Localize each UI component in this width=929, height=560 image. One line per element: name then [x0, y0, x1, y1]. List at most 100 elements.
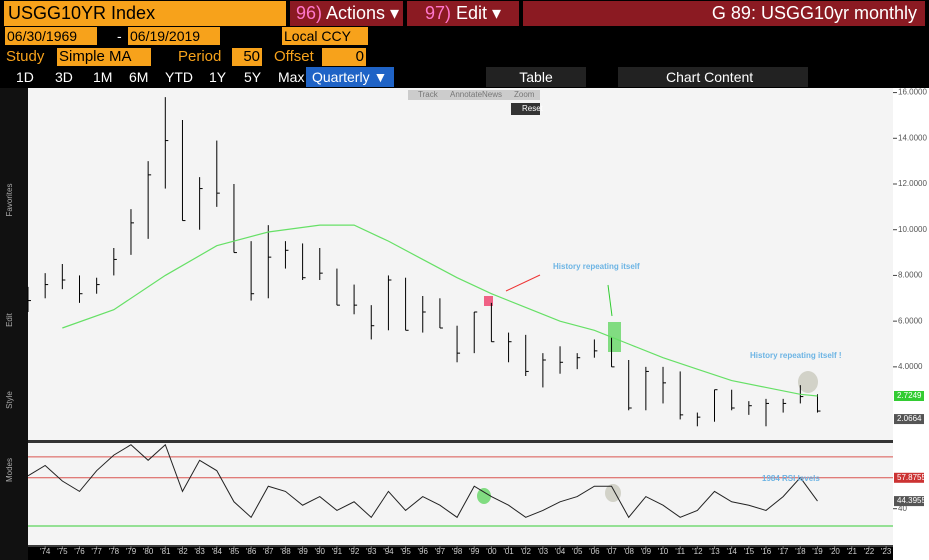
- offset[interactable]: 0: [322, 48, 366, 66]
- mini-tool: Zoom: [514, 90, 535, 99]
- y-tick-label: 10.0000: [898, 225, 927, 234]
- x-tick-label: '84: [212, 547, 223, 556]
- x-tick-label: '90: [315, 547, 326, 556]
- x-tick-label: '87: [263, 547, 274, 556]
- actions-menu[interactable]: 96) Actions ▾: [290, 1, 403, 26]
- x-tick-label: '18: [795, 547, 806, 556]
- period-button[interactable]: 5Y: [244, 69, 262, 85]
- x-tick-label: '77: [91, 547, 102, 556]
- x-tick-label: '09: [641, 547, 652, 556]
- x-tick-label: '19: [812, 547, 823, 556]
- period-button[interactable]: Max: [278, 69, 305, 85]
- dash: -: [117, 28, 122, 44]
- label: Actions ▾: [326, 3, 400, 23]
- y-tick-label: 12.0000: [898, 179, 927, 188]
- x-tick-label: '17: [778, 547, 789, 556]
- x-tick-label: '81: [160, 547, 171, 556]
- security[interactable]: USGG10YR Index: [4, 1, 286, 26]
- y-tick-label: 16.0000: [898, 88, 927, 97]
- side-label: Style: [5, 391, 14, 409]
- y-tick-label: 8.0000: [898, 271, 923, 280]
- y-tick-label: 40: [898, 504, 907, 513]
- period-button[interactable]: YTD: [165, 69, 193, 85]
- sidebar: [0, 88, 28, 560]
- x-tick-label: '02: [520, 547, 531, 556]
- y-tick-label: 4.0000: [898, 362, 923, 371]
- x-tick-label: '75: [57, 547, 68, 556]
- annotation: 1984 RSI levels: [762, 474, 820, 483]
- period-button[interactable]: 1Y: [209, 69, 227, 85]
- x-tick-label: '20: [829, 547, 840, 556]
- level-label: 57.8755: [897, 473, 926, 482]
- study[interactable]: Simple MA: [57, 48, 151, 66]
- label: Edit ▾: [456, 3, 502, 23]
- x-tick-label: '22: [864, 547, 875, 556]
- annotation: History repeating itself: [553, 262, 640, 271]
- table-button[interactable]: Table: [486, 67, 586, 87]
- annotation: History repeating itself !: [750, 351, 842, 360]
- x-tick-label: '88: [280, 547, 291, 556]
- x-tick-label: '76: [74, 547, 85, 556]
- highlight: [484, 296, 493, 306]
- edit-menu[interactable]: 97) Edit ▾: [407, 1, 519, 26]
- period-button[interactable]: 1M: [93, 69, 113, 85]
- chart-content[interactable]: Chart Content: [618, 67, 808, 87]
- last-value-box: [894, 496, 924, 507]
- x-tick-label: '11: [675, 547, 685, 556]
- side-label: Favorites: [5, 184, 14, 217]
- x-tick-label: '21: [847, 547, 858, 556]
- rsi-line: [27, 443, 818, 519]
- last-value-box: [894, 391, 924, 402]
- x-tick-label: '78: [109, 547, 120, 556]
- code: 96): [296, 3, 323, 23]
- highlight: [605, 484, 621, 502]
- x-tick-label: '95: [400, 547, 411, 556]
- mini-tool: Track: [418, 90, 439, 99]
- highlight: [798, 371, 818, 393]
- x-tick-label: '98: [452, 547, 463, 556]
- x-tick-label: '07: [606, 547, 617, 556]
- x-tick-label: '15: [744, 547, 755, 556]
- side-label: Modes: [5, 458, 14, 482]
- page-title: G 89: USGG10yr monthly: [523, 1, 925, 26]
- x-tick-label: '05: [572, 547, 583, 556]
- x-tick-label: '99: [469, 547, 480, 556]
- x-tick-label: '08: [623, 547, 634, 556]
- highlight: [477, 488, 491, 504]
- x-tick-label: '92: [349, 547, 360, 556]
- x-tick-label: '16: [761, 547, 772, 556]
- y-tick-label: 6.0000: [898, 316, 923, 325]
- x-tick-label: '93: [366, 547, 377, 556]
- period-button[interactable]: 3D: [55, 69, 73, 85]
- x-tick-label: '13: [709, 547, 720, 556]
- period-button[interactable]: 6M: [129, 69, 149, 85]
- reset-button[interactable]: [511, 103, 540, 115]
- end-date[interactable]: 06/19/2019: [128, 27, 220, 45]
- code: 97): [425, 3, 452, 23]
- x-axis-bg: [28, 545, 893, 560]
- last-value-box: [894, 414, 924, 425]
- side-label: Edit: [5, 312, 14, 327]
- arrow: [607, 284, 613, 317]
- frequency[interactable]: Quarterly ▼: [306, 67, 394, 87]
- x-tick-label: '14: [726, 547, 737, 556]
- x-tick-label: '01: [503, 547, 514, 556]
- x-tick-label: '89: [297, 547, 308, 556]
- x-tick-label: '86: [246, 547, 257, 556]
- x-tick-label: '82: [177, 547, 188, 556]
- last-value: 2.0664: [897, 414, 922, 423]
- mini-toolbar: [408, 90, 540, 100]
- x-tick-label: '85: [229, 547, 240, 556]
- offset-label: Offset: [274, 48, 314, 65]
- x-tick-label: '04: [555, 547, 566, 556]
- start-date[interactable]: 06/30/1969: [5, 27, 97, 45]
- period[interactable]: 50: [232, 48, 262, 66]
- reset: Reset: [522, 104, 544, 113]
- moving-average: [62, 224, 818, 397]
- x-tick-label: '03: [538, 547, 549, 556]
- mini-tool: Annotate: [450, 90, 483, 99]
- period-button[interactable]: 1D: [16, 69, 34, 85]
- currency[interactable]: Local CCY: [282, 27, 368, 45]
- arrow: [505, 274, 541, 292]
